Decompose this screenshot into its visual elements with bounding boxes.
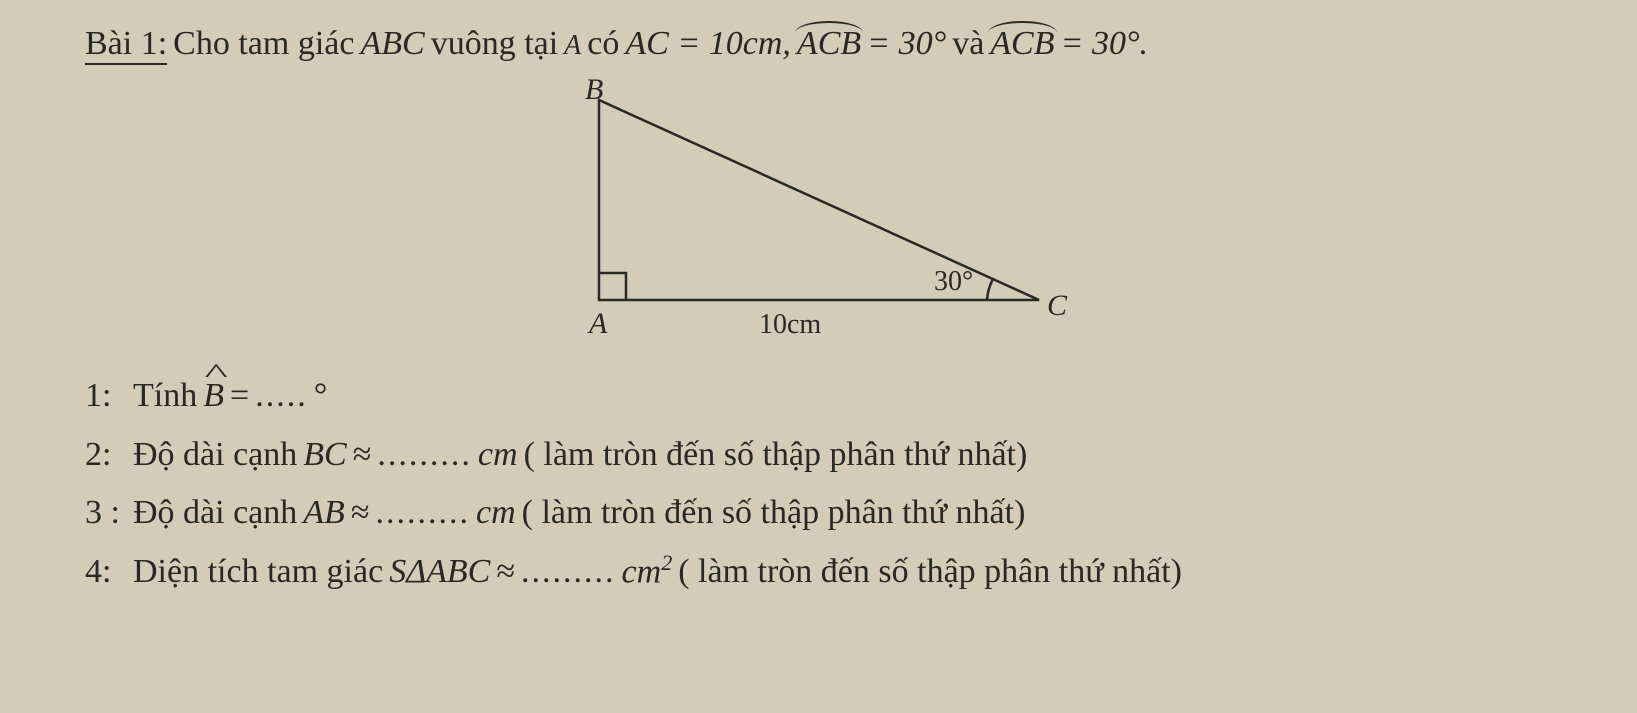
q4-dots: .........	[521, 546, 616, 599]
q2-note: ( làm tròn đến số thập phân thứ nhất)	[524, 429, 1028, 482]
q3-var: AB	[303, 487, 345, 540]
q4-num: 4:	[85, 546, 127, 599]
question-2: 2: Độ dài cạnh BC ≈ ......... cm ( làm t…	[85, 429, 1552, 482]
q3-prefix: Độ dài cạnh	[133, 487, 297, 540]
q3-num: 3 :	[85, 487, 127, 540]
text-has: có	[587, 25, 619, 63]
question-3: 3 : Độ dài cạnh AB ≈ ......... cm ( làm …	[85, 487, 1552, 540]
q2-dots: .........	[377, 429, 472, 482]
angle1-name: ACB	[797, 25, 861, 63]
problem-label: Bài 1:	[85, 25, 167, 63]
text-and: và	[952, 25, 984, 63]
q1-dots: .....	[255, 370, 308, 423]
q4-var: SΔABC	[389, 546, 490, 599]
right-angle-mark	[599, 273, 626, 300]
q3-approx: ≈	[351, 487, 370, 540]
q4-note: ( làm tròn đến số thập phân thứ nhất)	[678, 546, 1182, 599]
q3-dots: .........	[376, 487, 471, 540]
text-prefix: Cho tam giác	[173, 25, 354, 63]
vertex-c-label: C	[1047, 289, 1068, 322]
vertex-a-label: A	[587, 307, 608, 340]
vertex-b-label: B	[585, 75, 603, 106]
q3-note: ( làm tròn đến số thập phân thứ nhất)	[522, 487, 1026, 540]
q4-approx: ≈	[496, 546, 515, 599]
question-4: 4: Diện tích tam giác SΔABC ≈ ......... …	[85, 546, 1552, 599]
q2-var: BC	[303, 429, 346, 482]
side-expr: AC = 10cm,	[625, 25, 791, 63]
vertex-a: A	[564, 30, 581, 62]
base-length-label: 10cm	[759, 309, 821, 340]
problem-statement: Bài 1: Cho tam giác ABC vuông tại A có A…	[85, 25, 1552, 63]
q2-prefix: Độ dài cạnh	[133, 429, 297, 482]
q3-unit: cm	[476, 487, 516, 540]
q1-num: 1:	[85, 370, 127, 423]
q4-unit: cm2	[622, 546, 673, 599]
q2-unit: cm	[478, 429, 518, 482]
q4-prefix: Diện tích tam giác	[133, 546, 383, 599]
angle2-val: = 30°.	[1061, 25, 1149, 63]
q1-unit: °	[314, 370, 328, 423]
q2-approx: ≈	[353, 429, 372, 482]
triangle-diagram: B A C 30° 10cm	[539, 75, 1099, 345]
questions-block: 1: Tính B = ..... ° 2: Độ dài cạnh BC ≈ …	[85, 370, 1552, 599]
q2-num: 2:	[85, 429, 127, 482]
angle-30-label: 30°	[934, 266, 973, 297]
question-1: 1: Tính B = ..... °	[85, 370, 1552, 423]
q1-var: B	[203, 370, 224, 423]
q1-eq: =	[230, 370, 249, 423]
angle2-name: ACB	[990, 25, 1054, 63]
triangle-name: ABC	[360, 25, 424, 63]
text-mid: vuông tại	[431, 25, 558, 63]
q1-prefix: Tính	[133, 370, 197, 423]
triangle-diagram-container: B A C 30° 10cm	[85, 75, 1552, 345]
angle-arc	[987, 279, 993, 300]
angle1-val: = 30°	[867, 25, 946, 63]
